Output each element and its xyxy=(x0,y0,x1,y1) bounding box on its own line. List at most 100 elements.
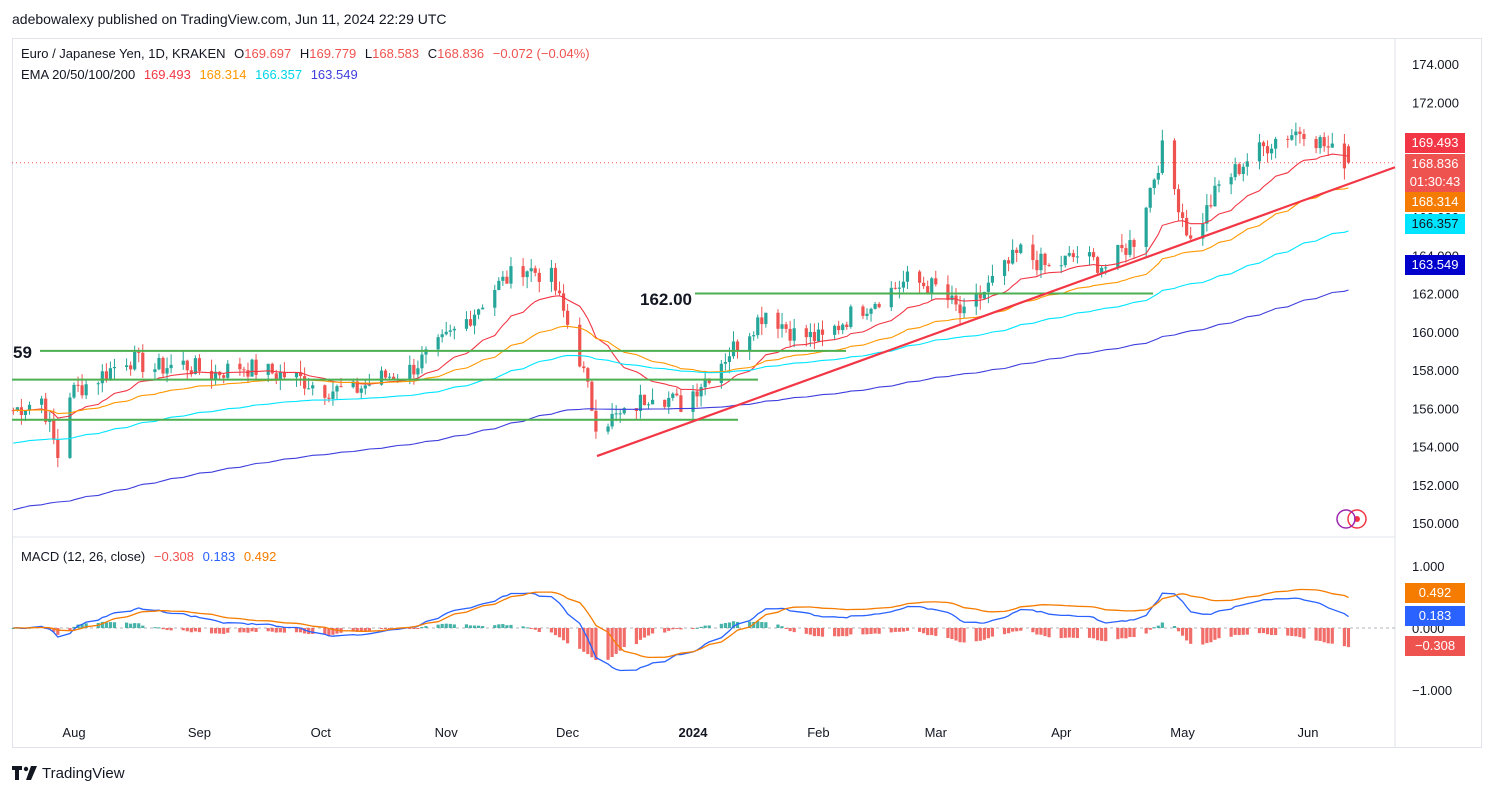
candle-body xyxy=(1075,256,1079,258)
macd-histogram-bar xyxy=(525,627,529,629)
candle-body xyxy=(96,383,100,385)
candle-body xyxy=(124,365,129,367)
candle-body xyxy=(566,310,570,325)
macd-histogram-bar xyxy=(1002,628,1007,635)
candle-body xyxy=(845,324,849,327)
candle-body xyxy=(1002,260,1007,276)
candle-body xyxy=(695,391,699,397)
candle-body xyxy=(440,334,444,338)
candle-body xyxy=(926,286,930,294)
candle-body xyxy=(242,369,246,371)
candle-body xyxy=(950,295,954,301)
candle-body xyxy=(1229,177,1233,185)
candle-body xyxy=(80,385,84,396)
macd-histogram-bar xyxy=(387,628,392,629)
candle-body xyxy=(537,272,541,282)
macd-histogram-bar xyxy=(189,628,193,633)
macd-histogram-bar xyxy=(561,628,566,641)
y-tick-label: 162.000 xyxy=(1412,287,1459,302)
candle-body xyxy=(760,317,764,325)
candle-body xyxy=(1233,164,1237,178)
candle-body xyxy=(185,360,189,371)
macd-histogram-bar xyxy=(760,621,764,628)
macd-histogram-bar xyxy=(1035,628,1039,635)
candle-body xyxy=(582,366,586,369)
macd-histogram-bar xyxy=(723,623,727,628)
candle-body xyxy=(671,393,675,398)
macd-histogram-bar xyxy=(448,623,452,628)
candle-body xyxy=(1116,244,1120,268)
candle-body xyxy=(869,308,873,314)
macd-histogram-bar xyxy=(695,627,699,629)
macd-histogram-bar xyxy=(735,621,740,628)
candle-body xyxy=(1302,133,1306,139)
macd-histogram-bar xyxy=(1120,628,1124,639)
candle-body xyxy=(590,381,594,411)
candle-body xyxy=(1019,244,1023,253)
high-value: 169.779 xyxy=(309,46,357,61)
candle-body xyxy=(841,324,845,331)
change-value: −0.072 (−0.04%) xyxy=(492,46,590,61)
candle-body xyxy=(104,371,108,380)
macd-histogram-bar xyxy=(946,628,950,639)
candle-body xyxy=(1071,253,1075,258)
macd-histogram-bar xyxy=(893,628,897,632)
macd-histogram-bar xyxy=(1229,628,1233,637)
candle-body xyxy=(849,306,853,327)
candle-body xyxy=(804,328,808,338)
candle-body xyxy=(387,376,392,378)
macd-histogram-bar xyxy=(1100,628,1104,641)
close-label: C xyxy=(427,46,438,61)
candle-body xyxy=(476,309,481,315)
macd-histogram-bar xyxy=(930,628,934,636)
candle-body xyxy=(837,325,841,331)
macd-label[interactable]: MACD (12, 26, close) xyxy=(21,549,146,564)
candle-body xyxy=(226,363,230,378)
candle-body xyxy=(197,358,202,371)
candle-body xyxy=(1039,253,1043,271)
macd-histogram-bar xyxy=(784,628,788,629)
macd-histogram-bar xyxy=(505,625,509,628)
macd-line-value: 0.183 xyxy=(202,549,236,564)
candle-body xyxy=(1237,164,1241,175)
macd-histogram-bar xyxy=(153,627,157,629)
macd-histogram-bar xyxy=(137,623,141,628)
candle-body xyxy=(181,360,185,365)
macd-histogram-bar xyxy=(294,628,299,633)
macd-histogram-bar xyxy=(420,627,424,629)
macd-y-tick-label: 1.000 xyxy=(1412,559,1445,574)
macd-histogram-bar xyxy=(1342,628,1347,647)
candle-body xyxy=(161,357,165,374)
chart-frame[interactable] xyxy=(12,38,1482,748)
candle-body xyxy=(578,324,582,367)
macd-histogram-bar xyxy=(610,628,614,658)
ema-label[interactable]: EMA 20/50/100/200 xyxy=(21,67,136,82)
tradingview-logo-icon[interactable] xyxy=(12,766,38,780)
macd-histogram-bar xyxy=(1047,628,1051,638)
macd-histogram-bar xyxy=(141,625,145,628)
macd-histogram-bar xyxy=(104,622,108,628)
ema50-price-tag: 168.314 xyxy=(1405,192,1465,212)
candle-body xyxy=(1318,137,1322,149)
y-tick-label: 160.000 xyxy=(1412,325,1459,340)
macd-histogram-bar xyxy=(974,628,978,642)
macd-histogram-bar xyxy=(436,624,440,628)
symbol-label[interactable]: Euro / Japanese Yen, 1D, KRAKEN xyxy=(21,46,226,61)
tradingview-brand[interactable]: TradingView xyxy=(42,764,125,782)
macd-histogram-bar xyxy=(566,628,570,644)
open-label: O xyxy=(234,46,245,61)
macd-histogram-bar xyxy=(719,623,723,628)
ema200-value: 163.549 xyxy=(310,67,358,82)
macd-histogram-bar xyxy=(845,628,849,637)
macd-histogram-bar xyxy=(578,628,582,649)
macd-histogram-bar xyxy=(590,628,594,658)
macd-histogram-bar xyxy=(68,628,72,631)
macd-histogram-bar xyxy=(986,628,990,639)
candle-body xyxy=(1035,260,1039,271)
macd-histogram-bar xyxy=(124,622,129,628)
candle-body xyxy=(270,363,274,374)
macd-histogram-bar xyxy=(990,628,995,637)
candle-body xyxy=(23,410,28,415)
macd-histogram-bar xyxy=(837,628,841,637)
